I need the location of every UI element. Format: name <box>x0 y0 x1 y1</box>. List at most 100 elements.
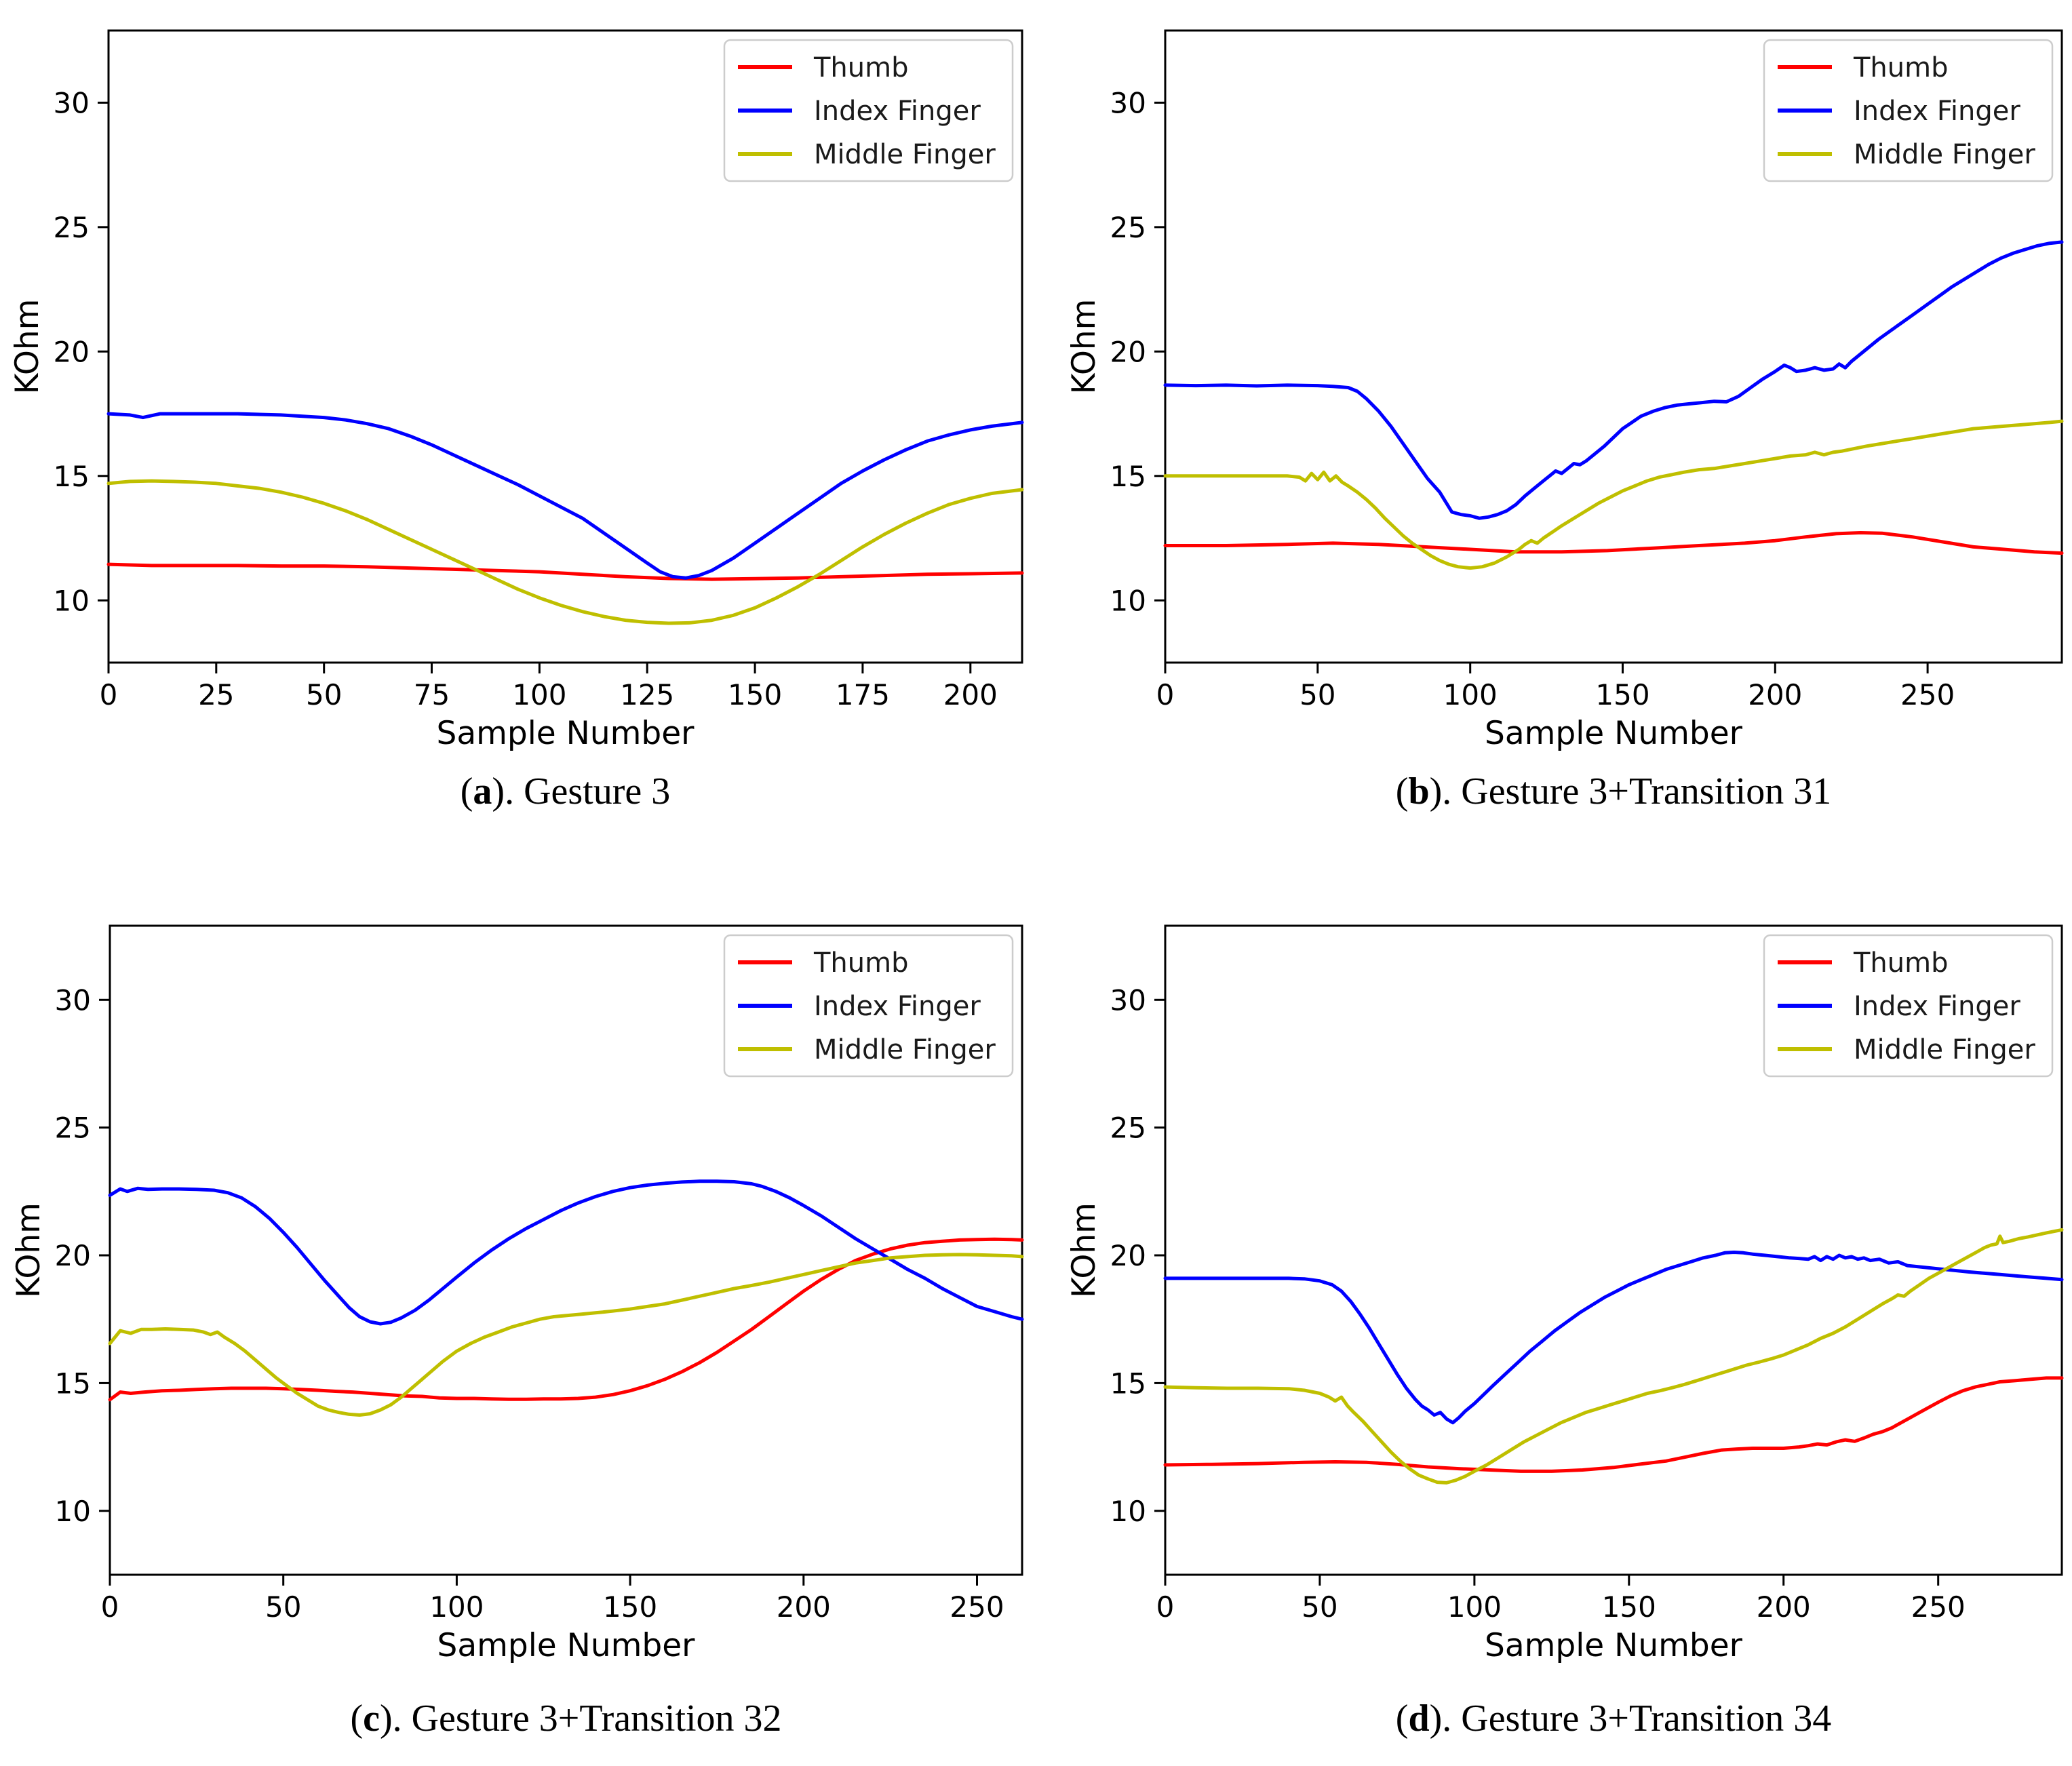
y-tick-label: 25 <box>1110 1112 1146 1145</box>
x-tick-label: 200 <box>1757 1590 1811 1624</box>
y-tick-label: 25 <box>55 1112 91 1145</box>
x-tick-label: 50 <box>1299 678 1335 711</box>
x-tick-label: 0 <box>101 1590 119 1624</box>
x-tick-label: 150 <box>1602 1590 1656 1624</box>
legend: Thumb Index Finger Middle Finger <box>1763 934 2054 1078</box>
caption-a-index: (a). <box>460 770 515 812</box>
subplot-d: 0 50 100 150 200 250 10 15 20 25 30 Sample Number KO… <box>1036 883 2072 1766</box>
caption-c-title: Gesture 3+Transition 32 <box>411 1698 782 1740</box>
x-tick-label: 150 <box>603 1590 657 1624</box>
y-tick-label: 25 <box>54 211 90 244</box>
y-tick-label: 10 <box>55 1495 91 1528</box>
legend-label-thumb: Thumb <box>813 52 909 83</box>
legend-label-middle-finger: Middle Finger <box>1854 1034 2035 1065</box>
series-line-index-finger <box>1163 240 2064 520</box>
subplot-c: 0 50 100 150 200 250 10 15 20 25 30 Sample Number KO… <box>0 883 1036 1766</box>
x-tick-label: 125 <box>620 678 674 711</box>
y-tick-label: 25 <box>1110 211 1146 244</box>
x-tick-label: 25 <box>198 678 234 711</box>
y-axis-label: KOhm <box>1066 1202 1103 1298</box>
x-tick-label: 150 <box>728 678 782 711</box>
chart-d-svg: 0 50 100 150 200 250 10 15 20 25 30 Sample Number KO… <box>1066 924 2064 1664</box>
y-axis-label: KOhm <box>10 1202 47 1298</box>
caption-d-index: (d). <box>1395 1698 1452 1740</box>
chart-b-svg: 0 50 100 150 200 250 10 15 20 25 30 Sample Number KO… <box>1066 29 2064 752</box>
y-tick-label: 20 <box>55 1239 91 1272</box>
legend: Thumb Index Finger Middle Finger <box>723 39 1014 182</box>
legend: Thumb Index Finger Middle Finger <box>723 934 1014 1078</box>
x-tick-label: 250 <box>950 1590 1004 1624</box>
caption-b-title: Gesture 3+Transition 31 <box>1461 770 1832 812</box>
x-tick-label: 200 <box>1748 678 1802 711</box>
x-axis-label: Sample Number <box>437 1627 696 1664</box>
x-tick-label: 200 <box>943 678 998 711</box>
legend-label-thumb: Thumb <box>1853 947 1949 979</box>
series-line-index-finger <box>108 1179 1024 1326</box>
y-tick-label: 30 <box>54 86 90 119</box>
legend-label-thumb: Thumb <box>813 947 909 979</box>
x-axis-label: Sample Number <box>1485 715 1743 752</box>
caption-a-title: Gesture 3 <box>524 770 671 812</box>
legend-label-middle-finger: Middle Finger <box>1854 139 2035 170</box>
x-tick-label: 250 <box>1900 678 1955 711</box>
caption-b: (b). Gesture 3+Transition 31 <box>1165 770 2062 813</box>
y-axis-label: KOhm <box>9 299 46 395</box>
y-tick-label: 20 <box>1110 1239 1146 1272</box>
x-tick-label: 50 <box>265 1590 301 1624</box>
caption-b-index: (b). <box>1395 770 1452 812</box>
series-line-index-finger <box>1163 1251 2064 1425</box>
y-tick-label: 30 <box>1110 983 1146 1017</box>
y-tick-label: 30 <box>1110 86 1146 119</box>
subplot-b: 0 50 100 150 200 250 10 15 20 25 30 Sample Number KO… <box>1036 0 2072 883</box>
legend-box <box>723 39 1014 182</box>
x-axis-label: Sample Number <box>437 715 695 752</box>
caption-c: (c). Gesture 3+Transition 32 <box>110 1697 1022 1740</box>
legend-box <box>1763 934 2054 1078</box>
y-tick-label: 15 <box>54 460 90 493</box>
series-line-index-finger <box>106 412 1024 580</box>
x-tick-label: 250 <box>1911 1590 1966 1624</box>
x-tick-label: 175 <box>836 678 890 711</box>
series-line-thumb <box>108 1237 1024 1402</box>
x-tick-label: 150 <box>1595 678 1649 711</box>
y-tick-label: 15 <box>1110 460 1146 493</box>
caption-a: (a). Gesture 3 <box>109 770 1022 813</box>
x-tick-label: 50 <box>1302 1590 1337 1624</box>
series-line-middle-finger <box>1163 1228 2064 1485</box>
x-tick-label: 100 <box>1443 678 1498 711</box>
y-tick-label: 15 <box>55 1367 91 1400</box>
y-tick-label: 10 <box>54 584 90 617</box>
series-line-middle-finger <box>106 479 1024 625</box>
x-tick-label: 200 <box>777 1590 831 1624</box>
y-tick-label: 15 <box>1110 1367 1146 1400</box>
legend-label-index-finger: Index Finger <box>814 991 981 1022</box>
legend-label-middle-finger: Middle Finger <box>814 139 996 170</box>
series-line-thumb <box>106 562 1024 581</box>
x-tick-label: 50 <box>306 678 342 711</box>
x-tick-label: 0 <box>1156 1590 1175 1624</box>
chart-a-svg: 0 25 50 75 100 125 150 175 200 10 15 20 25 30 Sample N… <box>9 29 1024 752</box>
legend-label-middle-finger: Middle Finger <box>814 1034 996 1065</box>
x-tick-label: 100 <box>512 678 566 711</box>
x-tick-label: 75 <box>414 678 450 711</box>
chart-c-svg: 0 50 100 150 200 250 10 15 20 25 30 Sample Number KO… <box>10 924 1024 1664</box>
legend-label-thumb: Thumb <box>1853 52 1949 83</box>
x-tick-label: 0 <box>1156 678 1175 711</box>
y-tick-label: 30 <box>55 983 91 1017</box>
legend-label-index-finger: Index Finger <box>1854 96 2020 127</box>
subplot-a: 0 25 50 75 100 125 150 175 200 10 15 20 25 30 Sample N… <box>0 0 1036 883</box>
caption-d: (d). Gesture 3+Transition 34 <box>1165 1697 2062 1740</box>
y-tick-label: 20 <box>1110 335 1146 368</box>
series-line-thumb <box>1163 531 2064 555</box>
x-tick-label: 100 <box>429 1590 484 1624</box>
series-line-middle-finger <box>1163 419 2064 570</box>
caption-c-index: (c). <box>350 1698 402 1740</box>
legend-box <box>723 934 1014 1078</box>
caption-d-title: Gesture 3+Transition 34 <box>1461 1698 1832 1740</box>
y-tick-label: 20 <box>54 335 90 368</box>
y-tick-label: 10 <box>1110 1495 1146 1528</box>
legend: Thumb Index Finger Middle Finger <box>1763 39 2054 182</box>
x-tick-label: 100 <box>1447 1590 1502 1624</box>
legend-box <box>1763 39 2054 182</box>
